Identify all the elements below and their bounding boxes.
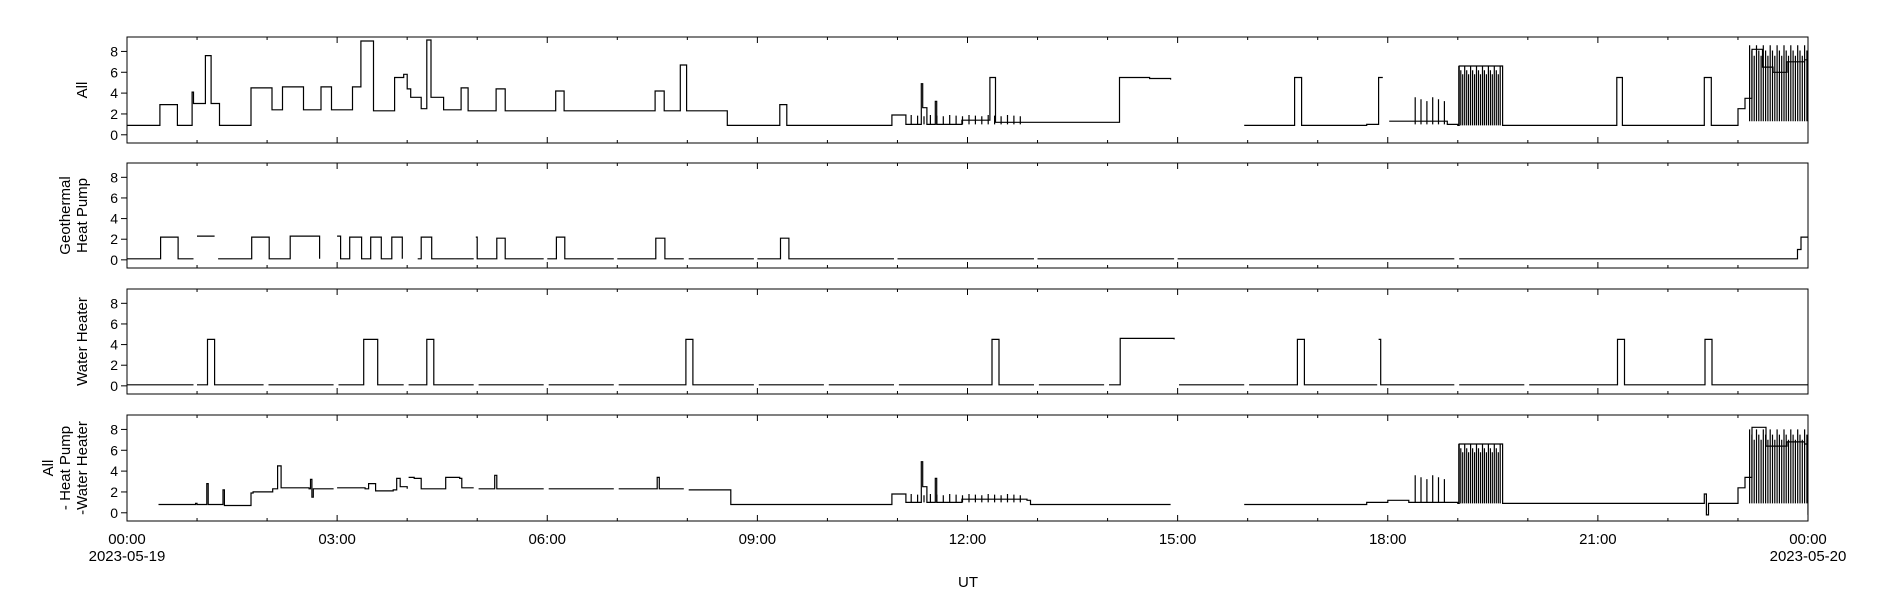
y-axis-label: GeothermalHeat Pump bbox=[57, 176, 91, 254]
y-tick-label: 2 bbox=[110, 357, 118, 373]
data-area bbox=[127, 235, 1808, 260]
panel-frame bbox=[126, 414, 1809, 522]
series-line-segment bbox=[338, 338, 404, 386]
panel-4: 0 2 4 6 8 All- Heat Pump-Water Heater bbox=[40, 414, 1809, 522]
y-tick-label: 2 bbox=[110, 106, 118, 122]
y-axis-label-line: All bbox=[74, 82, 91, 99]
x-tick-label: 09:00 bbox=[739, 531, 777, 548]
y-axis-label: Water Heater bbox=[74, 297, 91, 386]
y-tick-label: 6 bbox=[110, 316, 118, 332]
series-line-segment bbox=[1249, 338, 1378, 386]
series-line-segment bbox=[475, 236, 544, 260]
panel-3: 0 2 4 6 8 Water Heater bbox=[74, 288, 1809, 395]
panel-frame bbox=[126, 36, 1809, 144]
y-tick-label: 0 bbox=[110, 505, 118, 521]
series-line-segment bbox=[197, 338, 264, 386]
series-line-segment bbox=[1109, 337, 1175, 386]
y-axis-label: All bbox=[74, 82, 91, 99]
y-tick-label: 4 bbox=[110, 463, 118, 479]
y-tick-label: 8 bbox=[110, 43, 118, 59]
y-tick-label: 6 bbox=[110, 442, 118, 458]
series-burst bbox=[1414, 97, 1445, 125]
y-axis-label-line: Heat Pump bbox=[74, 178, 91, 253]
panel-frame bbox=[126, 162, 1809, 269]
x-tick-label: 18:00 bbox=[1369, 531, 1407, 548]
y-tick-label: 2 bbox=[110, 231, 118, 247]
y-tick-label: 0 bbox=[110, 378, 118, 394]
series-burst bbox=[1749, 45, 1808, 122]
y-tick-label: 4 bbox=[110, 211, 118, 227]
x-tick-label: 03:00 bbox=[318, 531, 356, 548]
x-tick-label: 15:00 bbox=[1159, 531, 1197, 548]
series-line-segment bbox=[1389, 48, 1808, 126]
series-line-segment bbox=[417, 236, 474, 260]
panel-1: 0 2 4 6 8 All bbox=[74, 36, 1809, 144]
series-line-segment bbox=[1244, 76, 1383, 126]
data-area bbox=[158, 426, 1808, 516]
x-axis-label: UT bbox=[958, 574, 978, 591]
series-line-segment bbox=[218, 235, 321, 260]
y-tick-label: 0 bbox=[110, 252, 118, 268]
y-axis-label-line: All bbox=[40, 460, 57, 477]
y-tick-label: 0 bbox=[110, 127, 118, 143]
y-axis-label-line: -Water Heater bbox=[74, 421, 91, 515]
panel-frame bbox=[126, 288, 1809, 395]
y-tick-label: 6 bbox=[110, 64, 118, 80]
series-line-segment bbox=[1529, 338, 1808, 386]
y-axis-label: All- Heat Pump-Water Heater bbox=[40, 421, 91, 515]
data-area bbox=[127, 39, 1808, 126]
series-burst bbox=[1458, 444, 1501, 504]
series-line-segment bbox=[408, 476, 474, 490]
series-line-segment bbox=[618, 476, 684, 490]
y-tick-label: 8 bbox=[110, 421, 118, 437]
series-line-segment bbox=[1459, 236, 1808, 260]
series-line-segment bbox=[618, 338, 754, 386]
x-tick-label: 12:00 bbox=[949, 531, 987, 548]
y-tick-label: 6 bbox=[110, 190, 118, 206]
series-line-segment bbox=[127, 236, 194, 260]
panel-2: 0 2 4 6 8 GeothermalHeat Pump bbox=[57, 162, 1809, 269]
series-line-segment bbox=[337, 477, 408, 492]
y-axis-label-line: Water Heater bbox=[74, 297, 91, 386]
x-tick-label: 21:00 bbox=[1579, 531, 1617, 548]
y-tick-label: 8 bbox=[110, 295, 118, 311]
y-axis-label-line: Geothermal bbox=[57, 176, 74, 254]
series-line-segment bbox=[158, 465, 334, 507]
y-axis-label-line: - Heat Pump bbox=[57, 426, 74, 510]
x-tick-date-label: 2023-05-19 bbox=[89, 548, 166, 565]
data-area bbox=[127, 337, 1808, 386]
panels: 0 2 4 6 8 All 0 2 4 6 8 GeothermalHeat Pump 0 2 4 6 8 Wat… bbox=[40, 36, 1809, 522]
series-line-segment bbox=[898, 338, 1034, 386]
series-line-segment bbox=[337, 235, 403, 260]
series-burst bbox=[1458, 66, 1501, 126]
x-tick-label: 00:00 bbox=[108, 531, 146, 548]
series-line-segment bbox=[757, 237, 894, 260]
x-tick-label: 06:00 bbox=[528, 531, 566, 548]
series-line-segment bbox=[547, 236, 614, 260]
series-line-segment bbox=[688, 461, 1171, 506]
series-burst bbox=[1749, 429, 1808, 504]
series-burst bbox=[910, 115, 1021, 125]
series-burst bbox=[910, 494, 1021, 503]
y-tick-label: 8 bbox=[110, 169, 118, 185]
y-tick-label: 4 bbox=[110, 337, 118, 353]
x-tick-date-label: 2023-05-20 bbox=[1770, 548, 1847, 565]
series-burst bbox=[1414, 475, 1445, 503]
series-line-segment bbox=[617, 237, 684, 260]
series-line-segment bbox=[1378, 338, 1455, 386]
series-line-segment bbox=[408, 338, 474, 386]
series-line-segment bbox=[127, 39, 1172, 126]
x-tick-label: 00:00 bbox=[1789, 531, 1827, 548]
y-tick-label: 4 bbox=[110, 85, 118, 101]
y-tick-label: 2 bbox=[110, 484, 118, 500]
series-line-segment bbox=[478, 474, 544, 490]
series-line-segment bbox=[1244, 426, 1808, 516]
